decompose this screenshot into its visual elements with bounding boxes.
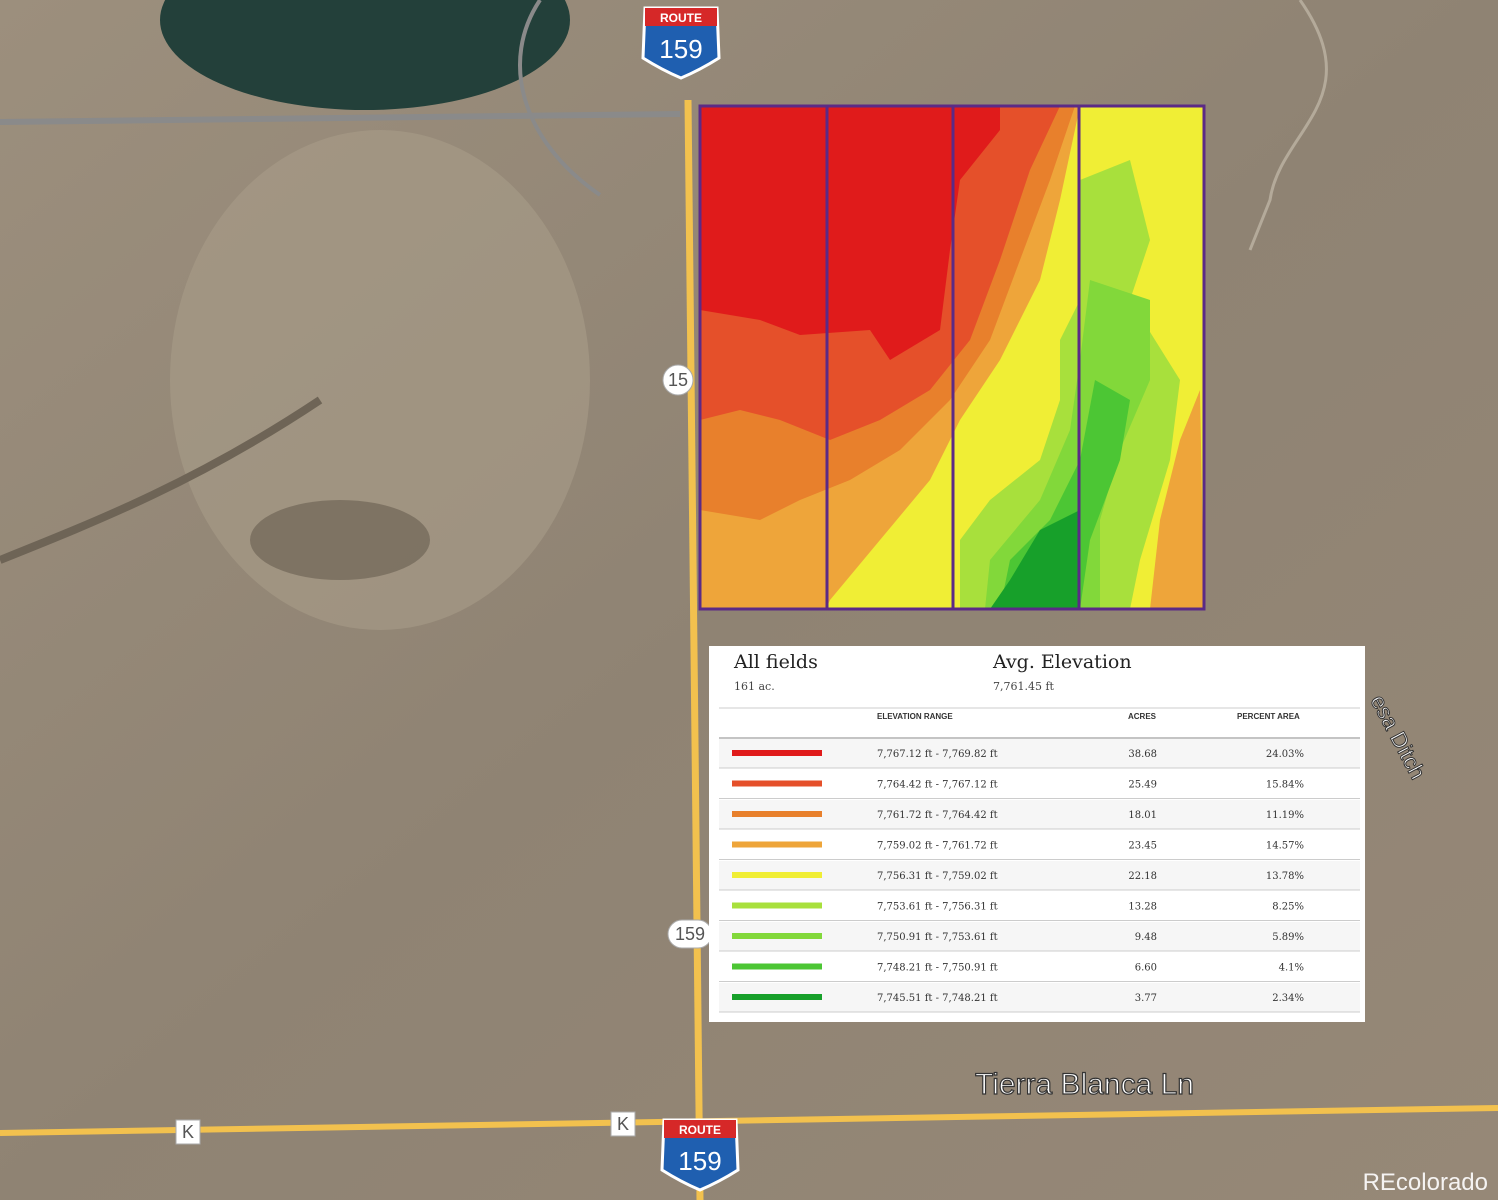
percent-area: 15.84% <box>1266 780 1304 791</box>
color-swatch <box>732 841 822 848</box>
legend-title: All fields <box>733 651 818 673</box>
elevation-zone <box>700 106 1000 360</box>
elevation-range: 7,745.51 ft - 7,748.21 ft <box>877 993 998 1004</box>
legend-area: 161 ac. <box>734 680 775 693</box>
row-bg <box>719 739 1360 768</box>
shield-number: 159 <box>659 34 702 64</box>
watermark: REcolorado <box>1363 1169 1488 1196</box>
street-name: Tierra Blanca Ln <box>975 1068 1194 1101</box>
elevation-map <box>698 104 1206 611</box>
acres: 23.45 <box>1128 841 1157 852</box>
elevation-zone <box>990 510 1080 609</box>
road-label: 159 <box>675 924 705 944</box>
acres: 9.48 <box>1135 932 1157 943</box>
acres: 6.60 <box>1135 963 1157 974</box>
road-label: K <box>617 1114 629 1134</box>
road-marker <box>662 364 694 396</box>
acres: 22.18 <box>1128 871 1157 882</box>
acres: 25.49 <box>1128 780 1157 791</box>
acres: 18.01 <box>1128 810 1157 821</box>
avg-title: Avg. Elevation <box>992 651 1132 673</box>
color-swatch <box>732 963 822 970</box>
road-label: K <box>182 1122 194 1142</box>
color-swatch <box>732 933 822 939</box>
column-header: PERCENT AREA <box>1237 712 1300 721</box>
shield-number: 159 <box>678 1146 721 1176</box>
elevation-range: 7,750.91 ft - 7,753.61 ft <box>877 932 998 943</box>
row-bg <box>719 922 1360 951</box>
acres: 13.28 <box>1128 902 1157 913</box>
shield-label: ROUTE <box>660 11 702 25</box>
old-field <box>170 130 590 630</box>
row-bg <box>719 952 1360 982</box>
elevation-zone <box>985 280 1150 609</box>
irrigated-circle <box>160 0 570 110</box>
percent-area: 13.78% <box>1266 871 1304 882</box>
wash <box>0 396 323 564</box>
track <box>1248 0 1328 251</box>
acres: 38.68 <box>1128 749 1157 760</box>
gray-road <box>518 0 602 197</box>
gray-road <box>0 111 681 125</box>
highway <box>684 99 704 1200</box>
column-header: ELEVATION RANGE <box>877 712 953 721</box>
color-swatch <box>732 902 822 909</box>
color-swatch <box>732 994 822 1000</box>
elevation-zone <box>960 160 1180 609</box>
percent-area: 4.1% <box>1279 963 1304 974</box>
elevation-zone <box>1150 390 1204 609</box>
elevation-range: 7,753.61 ft - 7,756.31 ft <box>877 902 998 913</box>
legend-panel: All fields 161 ac. Avg. Elevation 7,761.… <box>709 646 1365 1022</box>
acres: 3.77 <box>1135 993 1157 1004</box>
color-swatch <box>732 872 822 878</box>
road-marker <box>610 1111 636 1137</box>
percent-area: 2.34% <box>1272 993 1304 1004</box>
elevation-range: 7,764.42 ft - 7,767.12 ft <box>877 780 998 791</box>
row-bg <box>719 891 1360 921</box>
shield-label: ROUTE <box>679 1123 721 1137</box>
elevation-range: 7,756.31 ft - 7,759.02 ft <box>877 871 998 882</box>
dark-patch <box>250 500 430 580</box>
road-label: 15 <box>668 370 688 390</box>
color-swatch <box>732 780 822 787</box>
color-swatch <box>732 750 822 756</box>
percent-area: 14.57% <box>1266 841 1304 852</box>
road <box>0 1105 1498 1136</box>
road-marker <box>175 1119 201 1145</box>
percent-area: 8.25% <box>1272 902 1304 913</box>
elevation-range: 7,748.21 ft - 7,750.91 ft <box>877 963 998 974</box>
elevation-range: 7,761.72 ft - 7,764.42 ft <box>877 810 998 821</box>
row-bg <box>719 830 1360 860</box>
elevation-range: 7,759.02 ft - 7,761.72 ft <box>877 841 998 852</box>
route-shield: ROUTE 159 <box>641 6 721 80</box>
avg-value: 7,761.45 ft <box>993 680 1055 693</box>
row-bg <box>719 800 1360 829</box>
percent-area: 24.03% <box>1266 749 1304 760</box>
percent-area: 11.19% <box>1266 810 1304 821</box>
percent-area: 5.89% <box>1272 932 1304 943</box>
row-bg <box>719 769 1360 799</box>
row-bg <box>719 861 1360 890</box>
route-shield: ROUTE 159 <box>660 1118 740 1192</box>
row-bg <box>719 983 1360 1012</box>
column-header: ACRES <box>1128 712 1157 721</box>
elevation-range: 7,767.12 ft - 7,769.82 ft <box>877 749 998 760</box>
color-swatch <box>732 811 822 817</box>
